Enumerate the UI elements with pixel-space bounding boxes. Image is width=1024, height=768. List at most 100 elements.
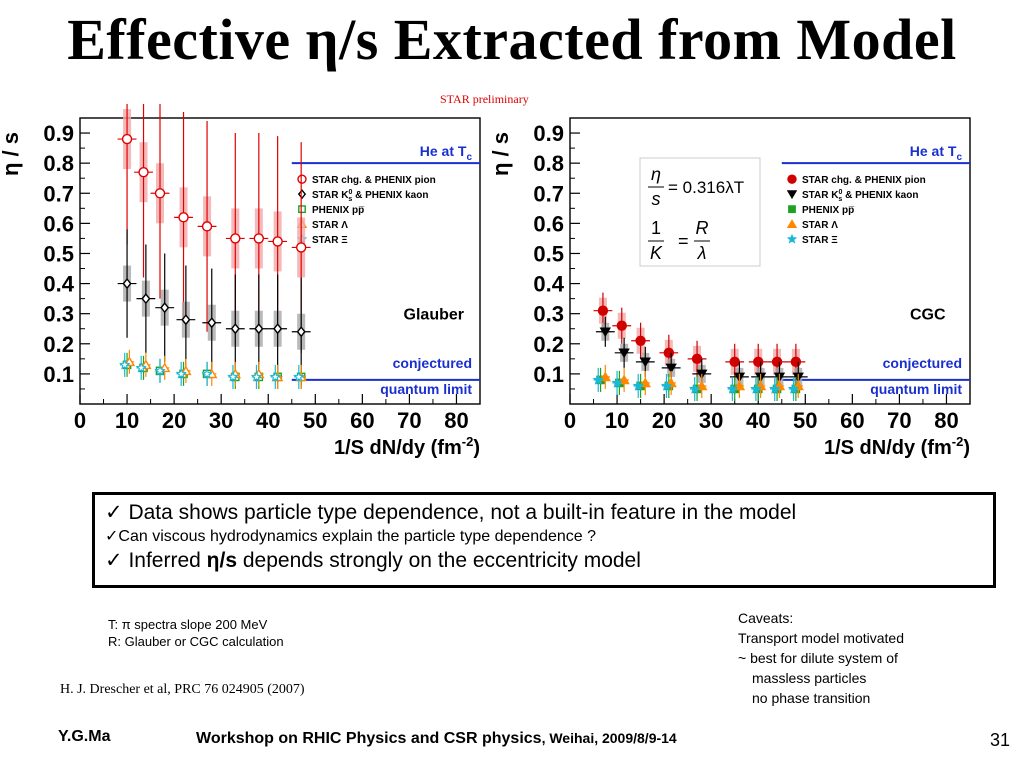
x-tick-label: 0 <box>74 408 86 433</box>
legend-marker <box>786 219 798 229</box>
x-tick-label: 60 <box>350 408 374 433</box>
data-point <box>119 359 131 370</box>
data-point <box>227 370 239 382</box>
x-tick-label: 30 <box>209 408 233 433</box>
formula-2-rhs-denominator: λ <box>697 243 707 263</box>
legend-label: STAR Ξ <box>802 235 838 246</box>
x-axis-label: 1/S dN/dy (fm-2) <box>334 434 480 459</box>
x-tick-label: 0 <box>564 408 576 433</box>
data-point <box>616 320 627 331</box>
legend-label: STAR Λ <box>312 220 348 231</box>
y-tick-label: 0.9 <box>43 121 74 146</box>
x-tick-label: 30 <box>699 408 723 433</box>
y-tick-label: 0.6 <box>533 211 564 236</box>
legend-label: STAR K0 s & PHENIX kaon <box>312 189 428 203</box>
y-tick-label: 0.2 <box>533 332 564 357</box>
data-point <box>635 335 646 346</box>
data-point <box>753 356 764 368</box>
footer-author: Y.G.Ma <box>58 728 111 745</box>
data-point <box>122 277 132 290</box>
y-tick-label: 0.8 <box>533 151 564 176</box>
panel-label: Glauber <box>404 307 464 324</box>
data-point <box>660 379 673 391</box>
data-point <box>201 367 213 379</box>
bullet-1-text: Data shows particle type dependence, not… <box>128 501 797 524</box>
data-point <box>592 373 604 385</box>
data-point <box>154 188 166 199</box>
data-point <box>135 362 147 373</box>
data-point <box>160 302 170 314</box>
bullet-3-bold: η/s <box>206 549 238 572</box>
series-3 <box>599 364 804 398</box>
data-point <box>632 379 644 391</box>
data-point <box>121 133 133 145</box>
data-point <box>750 382 762 394</box>
data-point <box>665 363 677 374</box>
data-point <box>663 347 675 359</box>
t-note: T: π spectra slope 200 MeV <box>108 617 268 632</box>
x-tick-label: 70 <box>887 408 911 433</box>
data-point <box>726 382 738 394</box>
slide-title: Effective η/s Extracted from Model <box>67 7 957 72</box>
footer-workshop-name: Workshop on RHIC Physics and CSR physics <box>196 730 542 747</box>
series-0 <box>117 104 311 353</box>
formula-1-rhs: = 0.316λT <box>668 178 744 197</box>
y-tick-label: 0.4 <box>533 272 564 297</box>
y-tick-label: 0.9 <box>533 121 564 146</box>
x-tick-label: 80 <box>444 408 468 433</box>
he-at-tc-label: He at Tc <box>910 143 963 163</box>
y-tick-label: 0.5 <box>43 241 74 266</box>
legend-marker <box>788 205 796 214</box>
footer-place-date: , Weihai, 2009/8/9-14 <box>541 730 677 746</box>
data-point <box>599 327 612 338</box>
x-axis-label: 1/S dN/dy (fm-2) <box>824 434 970 459</box>
x-tick-label: 80 <box>934 408 958 433</box>
formula-box <box>639 157 761 267</box>
data-point <box>178 212 189 223</box>
caveat-4: no phase transition <box>752 690 871 706</box>
page-number: 31 <box>990 730 1011 750</box>
legend-marker <box>297 189 307 200</box>
data-point <box>269 370 282 382</box>
data-point <box>296 326 306 338</box>
bullet-3-post: depends strongly on the eccentricity mod… <box>237 549 641 572</box>
data-point <box>293 370 305 382</box>
legend-label: STAR chg. & PHENIX pion <box>312 175 436 186</box>
check-icon: ✓ <box>105 501 123 524</box>
legend-marker <box>786 190 798 200</box>
conjectured-label: conjectured <box>883 355 962 371</box>
data-point <box>273 323 283 335</box>
data-point <box>771 356 783 368</box>
data-point <box>207 317 217 329</box>
bullet-3-pre: Inferred <box>128 549 207 572</box>
y-tick-label: 0.8 <box>43 151 74 176</box>
caveats: Caveats: Transport model motivated ~ bes… <box>738 608 904 708</box>
y-tick-label: 0.1 <box>43 362 74 387</box>
y-tick-label: 0.7 <box>43 181 74 206</box>
legend-marker <box>298 205 306 214</box>
reference: H. J. Drescher et al, PRC 76 024905 (200… <box>60 682 305 697</box>
y-tick-label: 0.2 <box>43 332 74 357</box>
x-tick-label: 50 <box>793 408 817 433</box>
y-tick-label: 0.5 <box>533 241 564 266</box>
series-4 <box>592 367 800 401</box>
legend-label: STAR K0 s & PHENIX kaon <box>802 189 918 203</box>
y-tick-label: 0.1 <box>533 362 564 387</box>
formula-1-denominator: s <box>652 189 661 209</box>
data-point <box>175 367 187 379</box>
formula-2-rhs-numerator: R <box>696 218 709 238</box>
data-point <box>253 233 265 244</box>
data-point <box>250 370 263 382</box>
conjectured-label: conjectured <box>393 355 472 371</box>
legend-label: PHENIX pp̅ <box>312 205 364 216</box>
series-2 <box>122 352 306 389</box>
bullet-2-text: Can viscous hydrodynamics explain the pa… <box>118 528 597 545</box>
data-point <box>691 353 703 365</box>
legend-marker <box>297 174 307 184</box>
data-point <box>790 356 802 368</box>
series-4 <box>119 352 305 389</box>
formula-2-equals: = <box>678 231 689 251</box>
legend-label: STAR chg. & PHENIX pion <box>802 175 926 186</box>
y-tick-label: 0.6 <box>43 211 74 236</box>
formula-2-numerator: 1 <box>651 218 661 238</box>
